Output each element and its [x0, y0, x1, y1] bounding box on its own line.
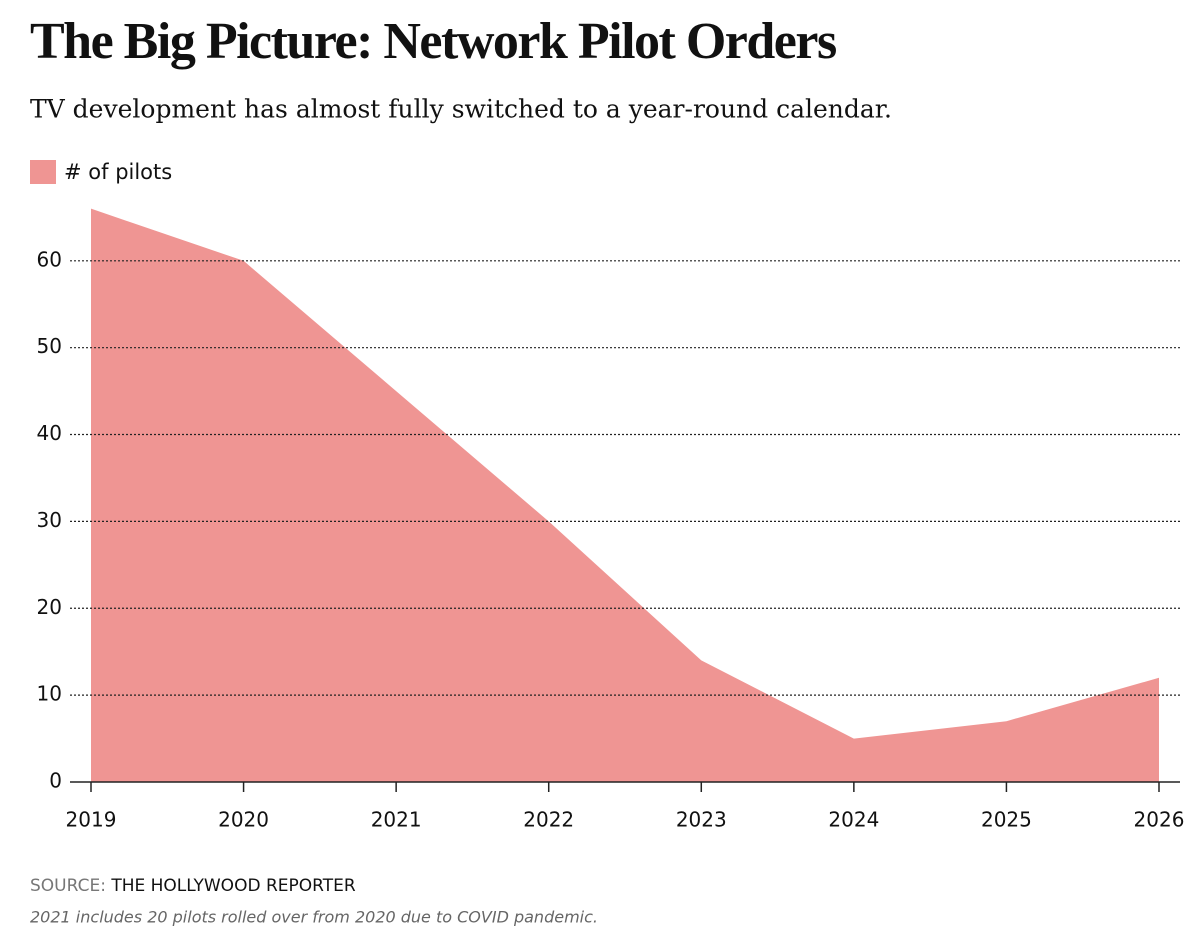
- source-name: THE HOLLYWOOD REPORTER: [110, 876, 355, 896]
- y-tick-label: 50: [37, 334, 62, 358]
- y-tick-label: 30: [37, 508, 62, 532]
- x-tick-label: 2025: [981, 808, 1032, 832]
- x-tick-label: 2020: [218, 808, 269, 832]
- chart-subtitle: TV development has almost fully switched…: [30, 95, 892, 124]
- x-tick-label: 2022: [523, 808, 574, 832]
- x-tick-label: 2024: [828, 808, 879, 832]
- x-tick-label: 2023: [676, 808, 727, 832]
- x-tick-label: 2026: [1134, 808, 1185, 832]
- y-tick-label: 10: [37, 682, 62, 706]
- footnote: 2021 includes 20 pilots rolled over from…: [30, 908, 598, 927]
- y-tick-label: 0: [49, 769, 62, 793]
- x-tick-label: 2019: [66, 808, 117, 832]
- legend-label: # of pilots: [64, 160, 172, 184]
- y-tick-label: 20: [37, 595, 62, 619]
- chart-title: The Big Picture: Network Pilot Orders: [30, 13, 836, 70]
- x-tick-label: 2021: [371, 808, 422, 832]
- legend-swatch: [30, 160, 56, 184]
- area: [91, 208, 1159, 782]
- source-label: SOURCE:: [30, 876, 106, 896]
- source: SOURCE: THE HOLLYWOOD REPORTER: [30, 876, 356, 896]
- y-tick-label: 60: [37, 247, 62, 271]
- y-tick-label: 40: [37, 421, 62, 445]
